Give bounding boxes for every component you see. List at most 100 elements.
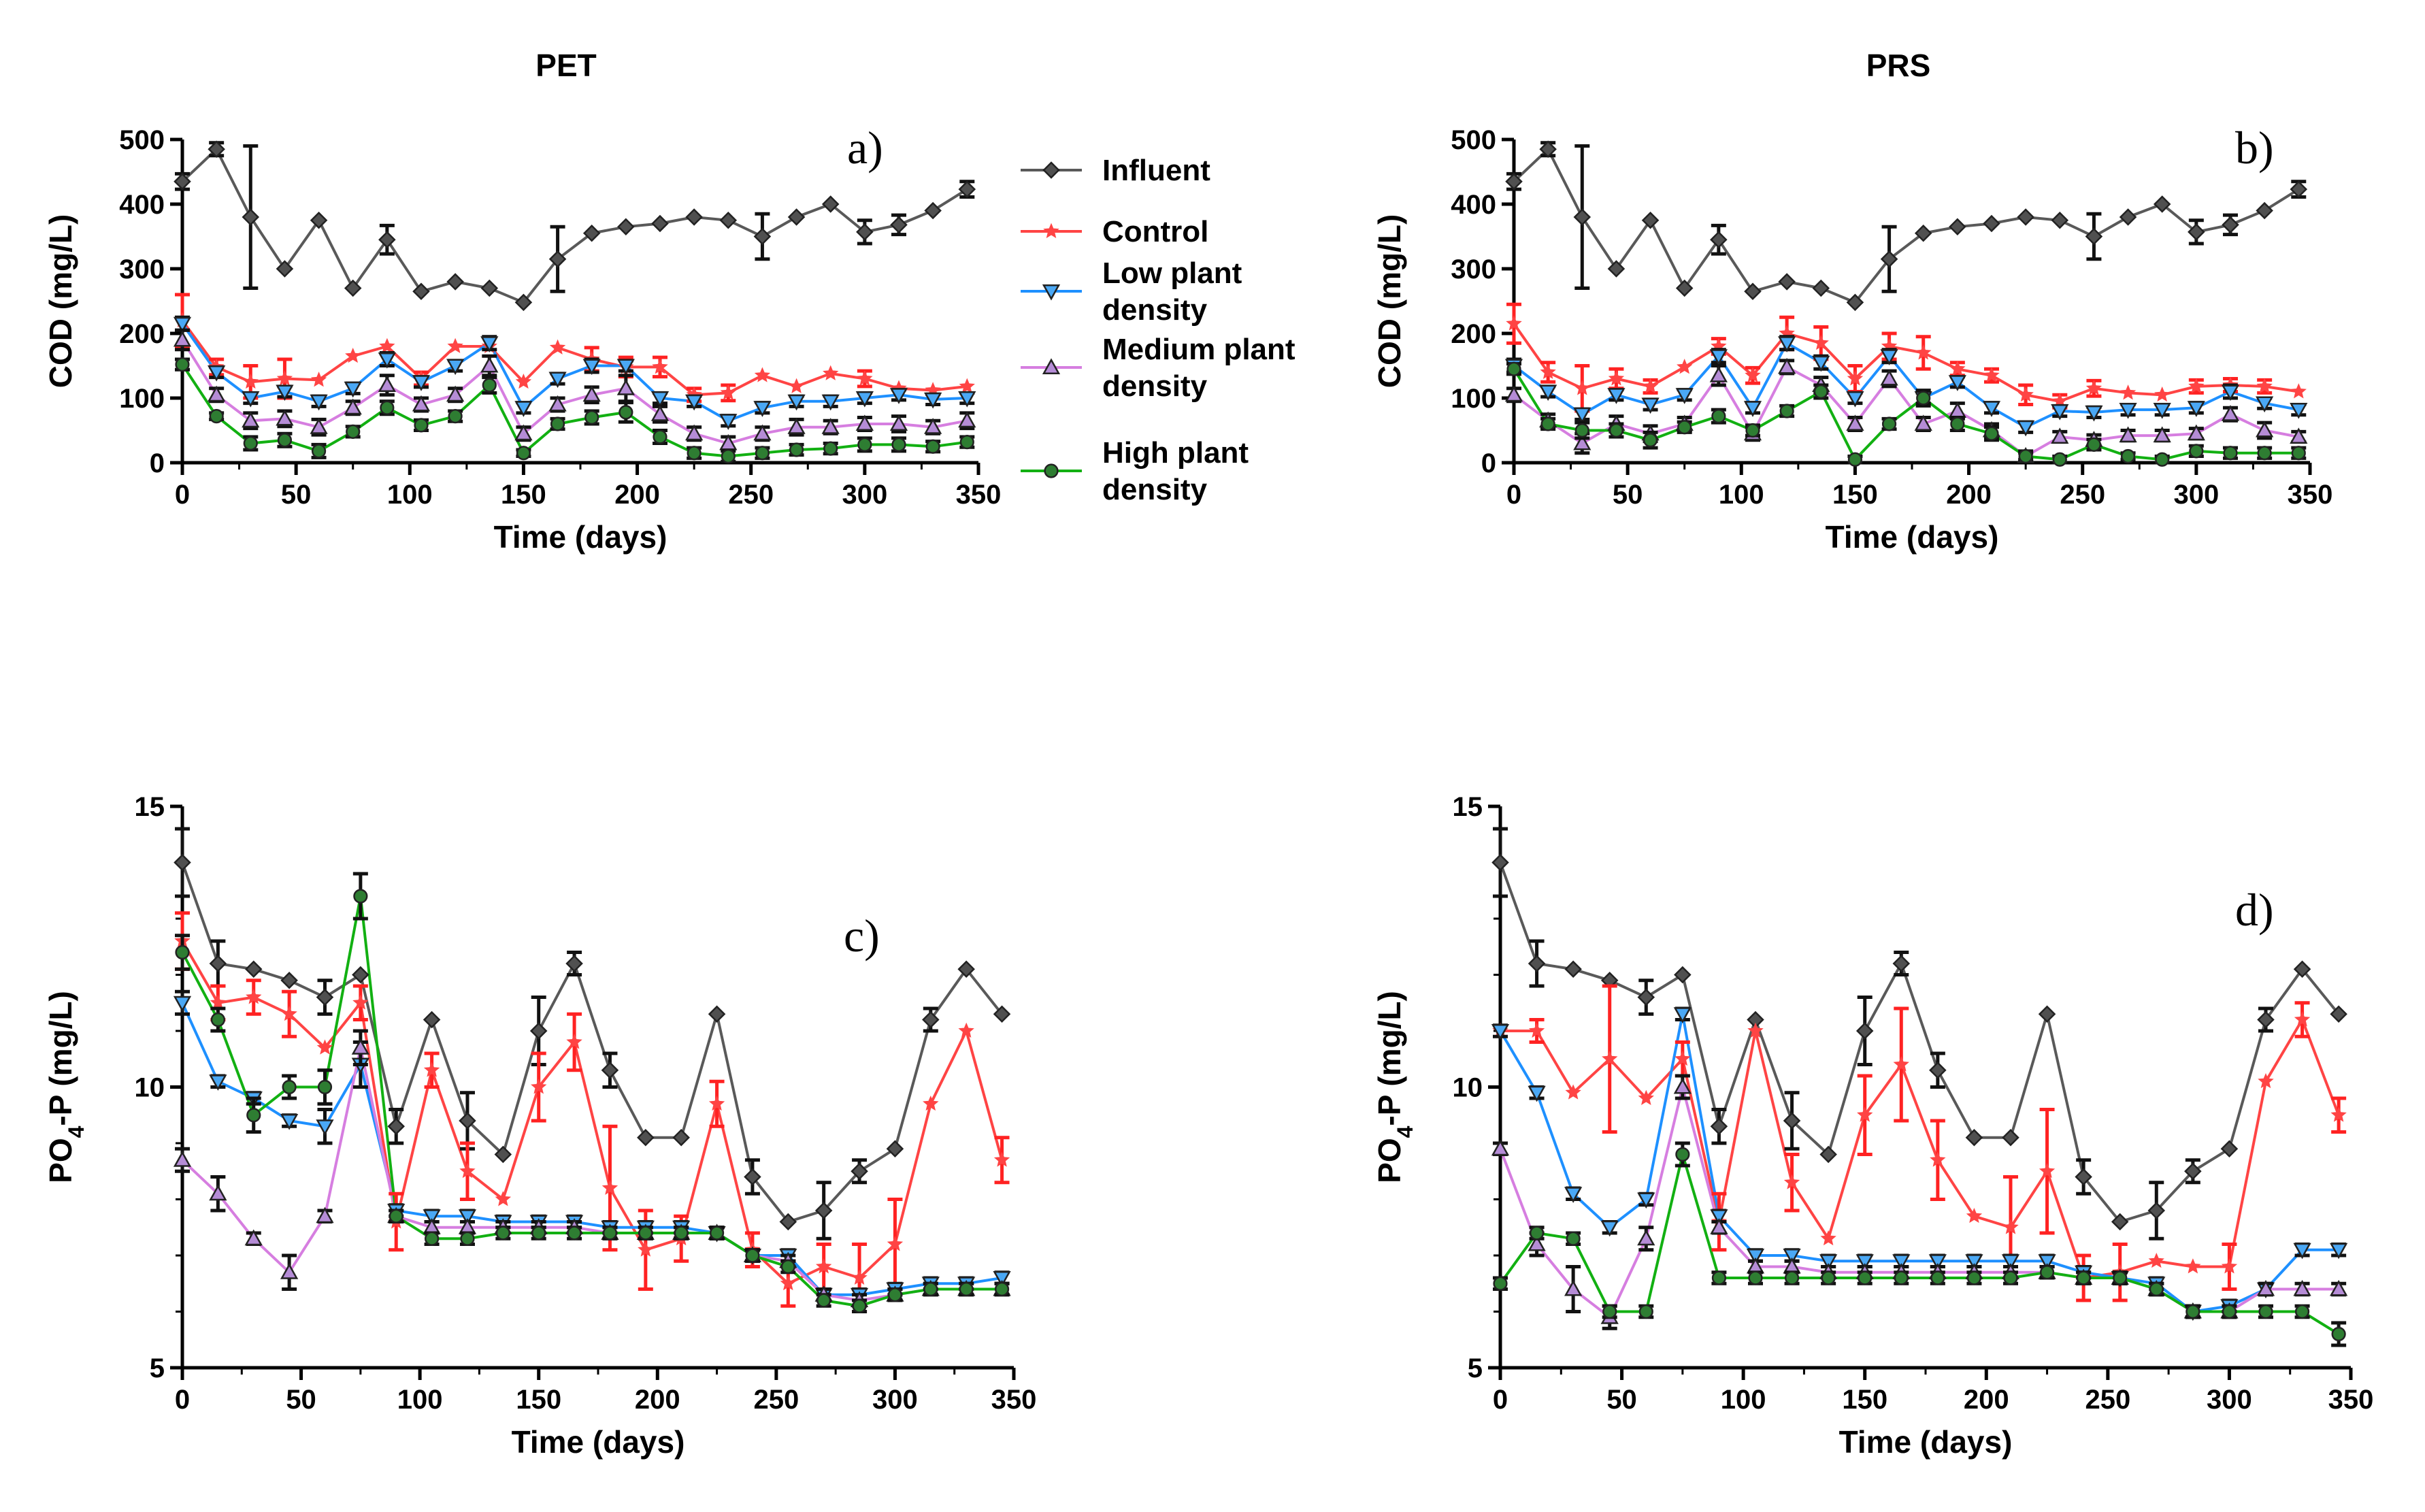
data-point-high <box>448 409 463 424</box>
data-point-high <box>1529 1226 1545 1240</box>
data-point-influent <box>744 1168 761 1186</box>
data-point-low <box>1710 1209 1728 1226</box>
data-point-low <box>1965 1254 1983 1270</box>
x-tick-label: 0 <box>175 480 190 510</box>
data-point-control <box>2221 1258 2238 1274</box>
chart-panel-2: 0 100 200 300 400 500 0 50 100 150 200 250 300 350 Tim… <box>1372 122 2332 555</box>
series-line-low <box>1513 341 2299 429</box>
data-point-control <box>2154 387 2171 402</box>
data-point-control <box>1847 370 1864 386</box>
data-point-control <box>515 374 532 389</box>
data-point-influent <box>276 260 294 278</box>
data-point-medium <box>1491 1139 1510 1156</box>
data-point-high <box>1574 423 1589 438</box>
data-point-high <box>1966 1270 1982 1285</box>
legend-marker-high <box>1044 463 1059 478</box>
data-point-high <box>1813 384 1828 399</box>
series-points-high <box>1506 361 2307 467</box>
data-point-low <box>2293 1243 2311 1260</box>
data-point-high <box>789 442 804 457</box>
legend-label: density <box>1102 293 1208 327</box>
data-point-influent <box>244 960 263 979</box>
data-point-control <box>2258 1073 2274 1089</box>
data-point-low <box>1778 336 1796 352</box>
data-point-low <box>2038 1254 2056 1270</box>
data-point-low <box>1846 391 1864 408</box>
series-line-medium <box>1499 1086 2339 1319</box>
data-point-influent <box>890 216 908 234</box>
data-point-high <box>994 1281 1010 1297</box>
data-point-influent <box>565 955 583 972</box>
data-point-influent <box>1965 1128 1983 1147</box>
data-point-high <box>516 446 531 461</box>
data-point-low <box>1641 397 1660 414</box>
data-point-control <box>815 1258 832 1274</box>
data-point-low <box>280 1113 299 1130</box>
data-point-control <box>2002 1219 2019 1234</box>
legend-item-influent: Influent <box>1021 154 1210 187</box>
data-point-influent <box>851 1162 868 1181</box>
data-point-high <box>2113 1270 2128 1285</box>
data-point-high <box>721 448 736 464</box>
data-point-low <box>2001 1254 2020 1270</box>
data-point-medium <box>2119 426 2137 443</box>
x-tick-label: 200 <box>635 1385 680 1415</box>
data-point-control <box>2188 378 2205 393</box>
data-point-low <box>2256 396 2274 413</box>
series-points-control <box>174 293 975 404</box>
data-point-influent <box>1674 966 1692 984</box>
legend-label: density <box>1102 369 1208 403</box>
data-point-medium <box>310 418 328 434</box>
panel-label: a) <box>847 122 883 174</box>
data-point-influent <box>922 1010 940 1029</box>
data-point-control <box>857 370 873 386</box>
data-point-low <box>1928 1254 1947 1270</box>
data-point-high <box>2222 1304 2237 1319</box>
data-point-high <box>1540 416 1555 431</box>
data-point-high <box>1984 426 1999 441</box>
data-point-influent <box>1710 1117 1728 1136</box>
series-influent <box>1499 861 2340 1223</box>
data-point-influent <box>316 988 334 1006</box>
data-point-high <box>755 446 770 461</box>
data-point-high <box>1930 1270 1945 1285</box>
data-point-medium <box>2187 424 2205 441</box>
data-point-control <box>823 365 839 380</box>
series-low <box>181 323 968 423</box>
data-point-high <box>925 439 940 454</box>
data-point-control <box>2256 378 2273 393</box>
data-point-high <box>209 409 224 424</box>
series-points-low <box>1504 335 2308 437</box>
data-point-medium <box>173 330 192 347</box>
data-point-medium <box>412 395 431 412</box>
data-point-influent <box>2002 1128 2019 1147</box>
legend-label: High plant <box>1102 436 1249 470</box>
series-medium <box>181 1047 1002 1302</box>
data-point-control <box>780 1275 797 1291</box>
data-point-high <box>460 1231 475 1246</box>
data-point-influent <box>685 208 703 226</box>
data-point-medium <box>1528 1234 1546 1251</box>
x-tick-label: 250 <box>728 480 774 510</box>
data-point-influent <box>2017 208 2034 226</box>
data-point-low <box>582 359 601 376</box>
legend-marker-medium <box>1042 358 1061 375</box>
data-point-medium <box>351 1038 369 1055</box>
data-point-control <box>566 1034 582 1049</box>
data-point-influent <box>617 218 635 236</box>
data-point-low <box>1539 384 1557 401</box>
x-tick-label: 100 <box>1719 480 1764 510</box>
series-line-low <box>181 323 968 423</box>
data-point-medium <box>958 411 976 428</box>
y-axis-title: COD (mg/L) <box>43 214 78 389</box>
data-point-medium <box>209 1184 227 1201</box>
data-point-control <box>2148 1253 2164 1268</box>
series-points-low <box>173 315 976 430</box>
y-tick-label: 10 <box>1453 1073 1483 1103</box>
data-point-high <box>389 1209 403 1223</box>
data-point-control <box>1745 367 1761 382</box>
series-high <box>1499 1149 2340 1336</box>
data-point-medium <box>2051 427 2069 444</box>
data-point-medium <box>208 385 226 402</box>
